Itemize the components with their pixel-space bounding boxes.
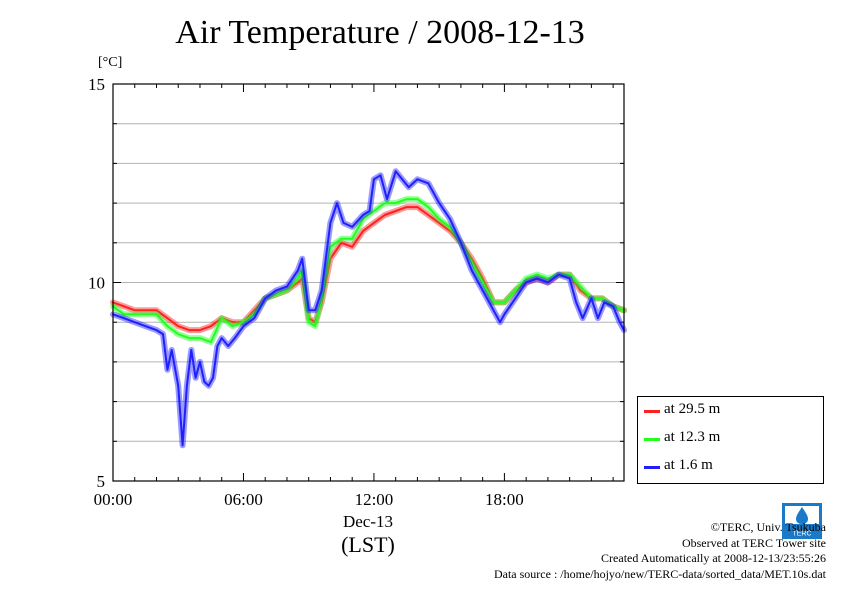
- y-axis-unit-label: [°C]: [98, 55, 123, 70]
- legend-label: at 1.6 m: [664, 457, 713, 473]
- y-tick-label: 5: [97, 472, 106, 491]
- x-axis-timezone-label: (LST): [341, 532, 395, 557]
- credits-created: Created Automatically at 2008-12-13/23:5…: [601, 551, 826, 565]
- legend-label: at 12.3 m: [664, 429, 721, 445]
- y-tick-label: 10: [88, 274, 105, 293]
- plot-frame: [112, 83, 625, 482]
- y-tick-label: 15: [88, 75, 105, 94]
- x-tick-label: 00:00: [94, 490, 133, 509]
- credits-source: Data source : /home/hojyo/new/TERC-data/…: [493, 566, 826, 581]
- terc-logo-icon: TERC: [782, 503, 822, 539]
- series-line: [112, 198, 625, 344]
- logo-text: TERC: [792, 531, 811, 538]
- x-tick-label: 12:00: [355, 490, 394, 509]
- chart-legend: at 29.5 m at 12.3 m at 1.6 m: [637, 396, 824, 484]
- legend-label: at 29.5 m: [664, 401, 721, 417]
- credits-site: Observed at TERC Tower site: [681, 535, 826, 550]
- series-line-halo: [110, 204, 627, 334]
- credits-block: ©TERC, Univ. Tsukuba Observed at TERC To…: [494, 520, 826, 582]
- legend-swatch-red: [644, 410, 660, 413]
- x-tick-label: 18:00: [485, 490, 524, 509]
- series-line-halo: [110, 196, 627, 346]
- legend-swatch-green: [644, 438, 660, 441]
- chart-title: Air Temperature / 2008-12-13: [175, 14, 585, 51]
- x-axis-date-label: Dec-13: [342, 512, 394, 531]
- series-line: [112, 170, 625, 447]
- x-tick-label: 06:00: [224, 490, 263, 509]
- credits-copyright: ©TERC, Univ. Tsukuba: [710, 520, 826, 534]
- legend-swatch-blue: [644, 466, 660, 469]
